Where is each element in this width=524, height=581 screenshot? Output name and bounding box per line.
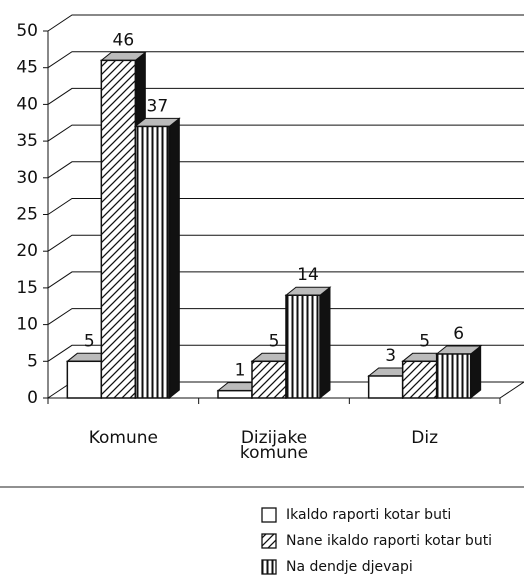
y-tick-label: 30 — [16, 168, 38, 188]
legend-label: Ikaldo raporti kotar buti — [286, 507, 451, 523]
grid-line — [47, 87, 524, 105]
value-label: 5 — [269, 331, 280, 351]
bar — [285, 294, 321, 399]
grid-line — [47, 344, 524, 362]
legend-label: Na dendje djevapi — [286, 559, 413, 575]
y-tick-label: 35 — [16, 131, 38, 151]
value-label: 6 — [453, 324, 464, 344]
grid-line — [47, 308, 524, 326]
x-tick-label: Diz — [411, 428, 438, 448]
y-tick-label: 25 — [16, 205, 38, 225]
bar — [66, 360, 103, 399]
legend-swatch — [261, 533, 277, 549]
legend-label: Nane ikaldo raporti kotar buti — [286, 533, 492, 549]
x-tick-label: Dizijake komune — [240, 428, 308, 463]
bar — [251, 360, 287, 399]
grid-line — [47, 198, 524, 215]
bar-side — [168, 117, 180, 400]
y-tick-label: 15 — [16, 278, 38, 298]
grid-line — [47, 161, 524, 179]
bar — [401, 360, 438, 399]
value-label: 37 — [147, 96, 169, 116]
bar — [100, 59, 137, 399]
bar — [134, 125, 171, 399]
grid-line — [47, 271, 524, 289]
y-tick-label: 50 — [16, 21, 38, 41]
floor-edge — [499, 381, 524, 399]
y-tick-label: 10 — [16, 315, 38, 335]
legend-swatch — [261, 559, 277, 575]
grid-line — [47, 14, 524, 32]
x-tick-label: Komune — [89, 428, 158, 448]
value-label: 14 — [297, 265, 319, 285]
value-label: 5 — [419, 331, 430, 351]
grid-line — [47, 124, 524, 142]
bar-side — [470, 344, 482, 400]
y-tick-label: 5 — [27, 351, 38, 371]
y-tick-label: 40 — [16, 94, 38, 114]
grid-line — [47, 234, 524, 252]
bar — [435, 353, 472, 399]
y-tick-label: 45 — [16, 58, 38, 78]
value-label: 3 — [385, 346, 396, 366]
legend-swatch — [261, 507, 277, 523]
value-label: 1 — [235, 361, 246, 381]
value-label: 46 — [113, 30, 135, 50]
bar — [217, 389, 253, 399]
bar — [367, 375, 404, 399]
grid-line — [47, 51, 524, 69]
y-tick-label: 0 — [27, 388, 38, 408]
y-tick-label: 20 — [16, 241, 38, 261]
bar-side — [319, 286, 331, 400]
value-label: 5 — [84, 331, 95, 351]
